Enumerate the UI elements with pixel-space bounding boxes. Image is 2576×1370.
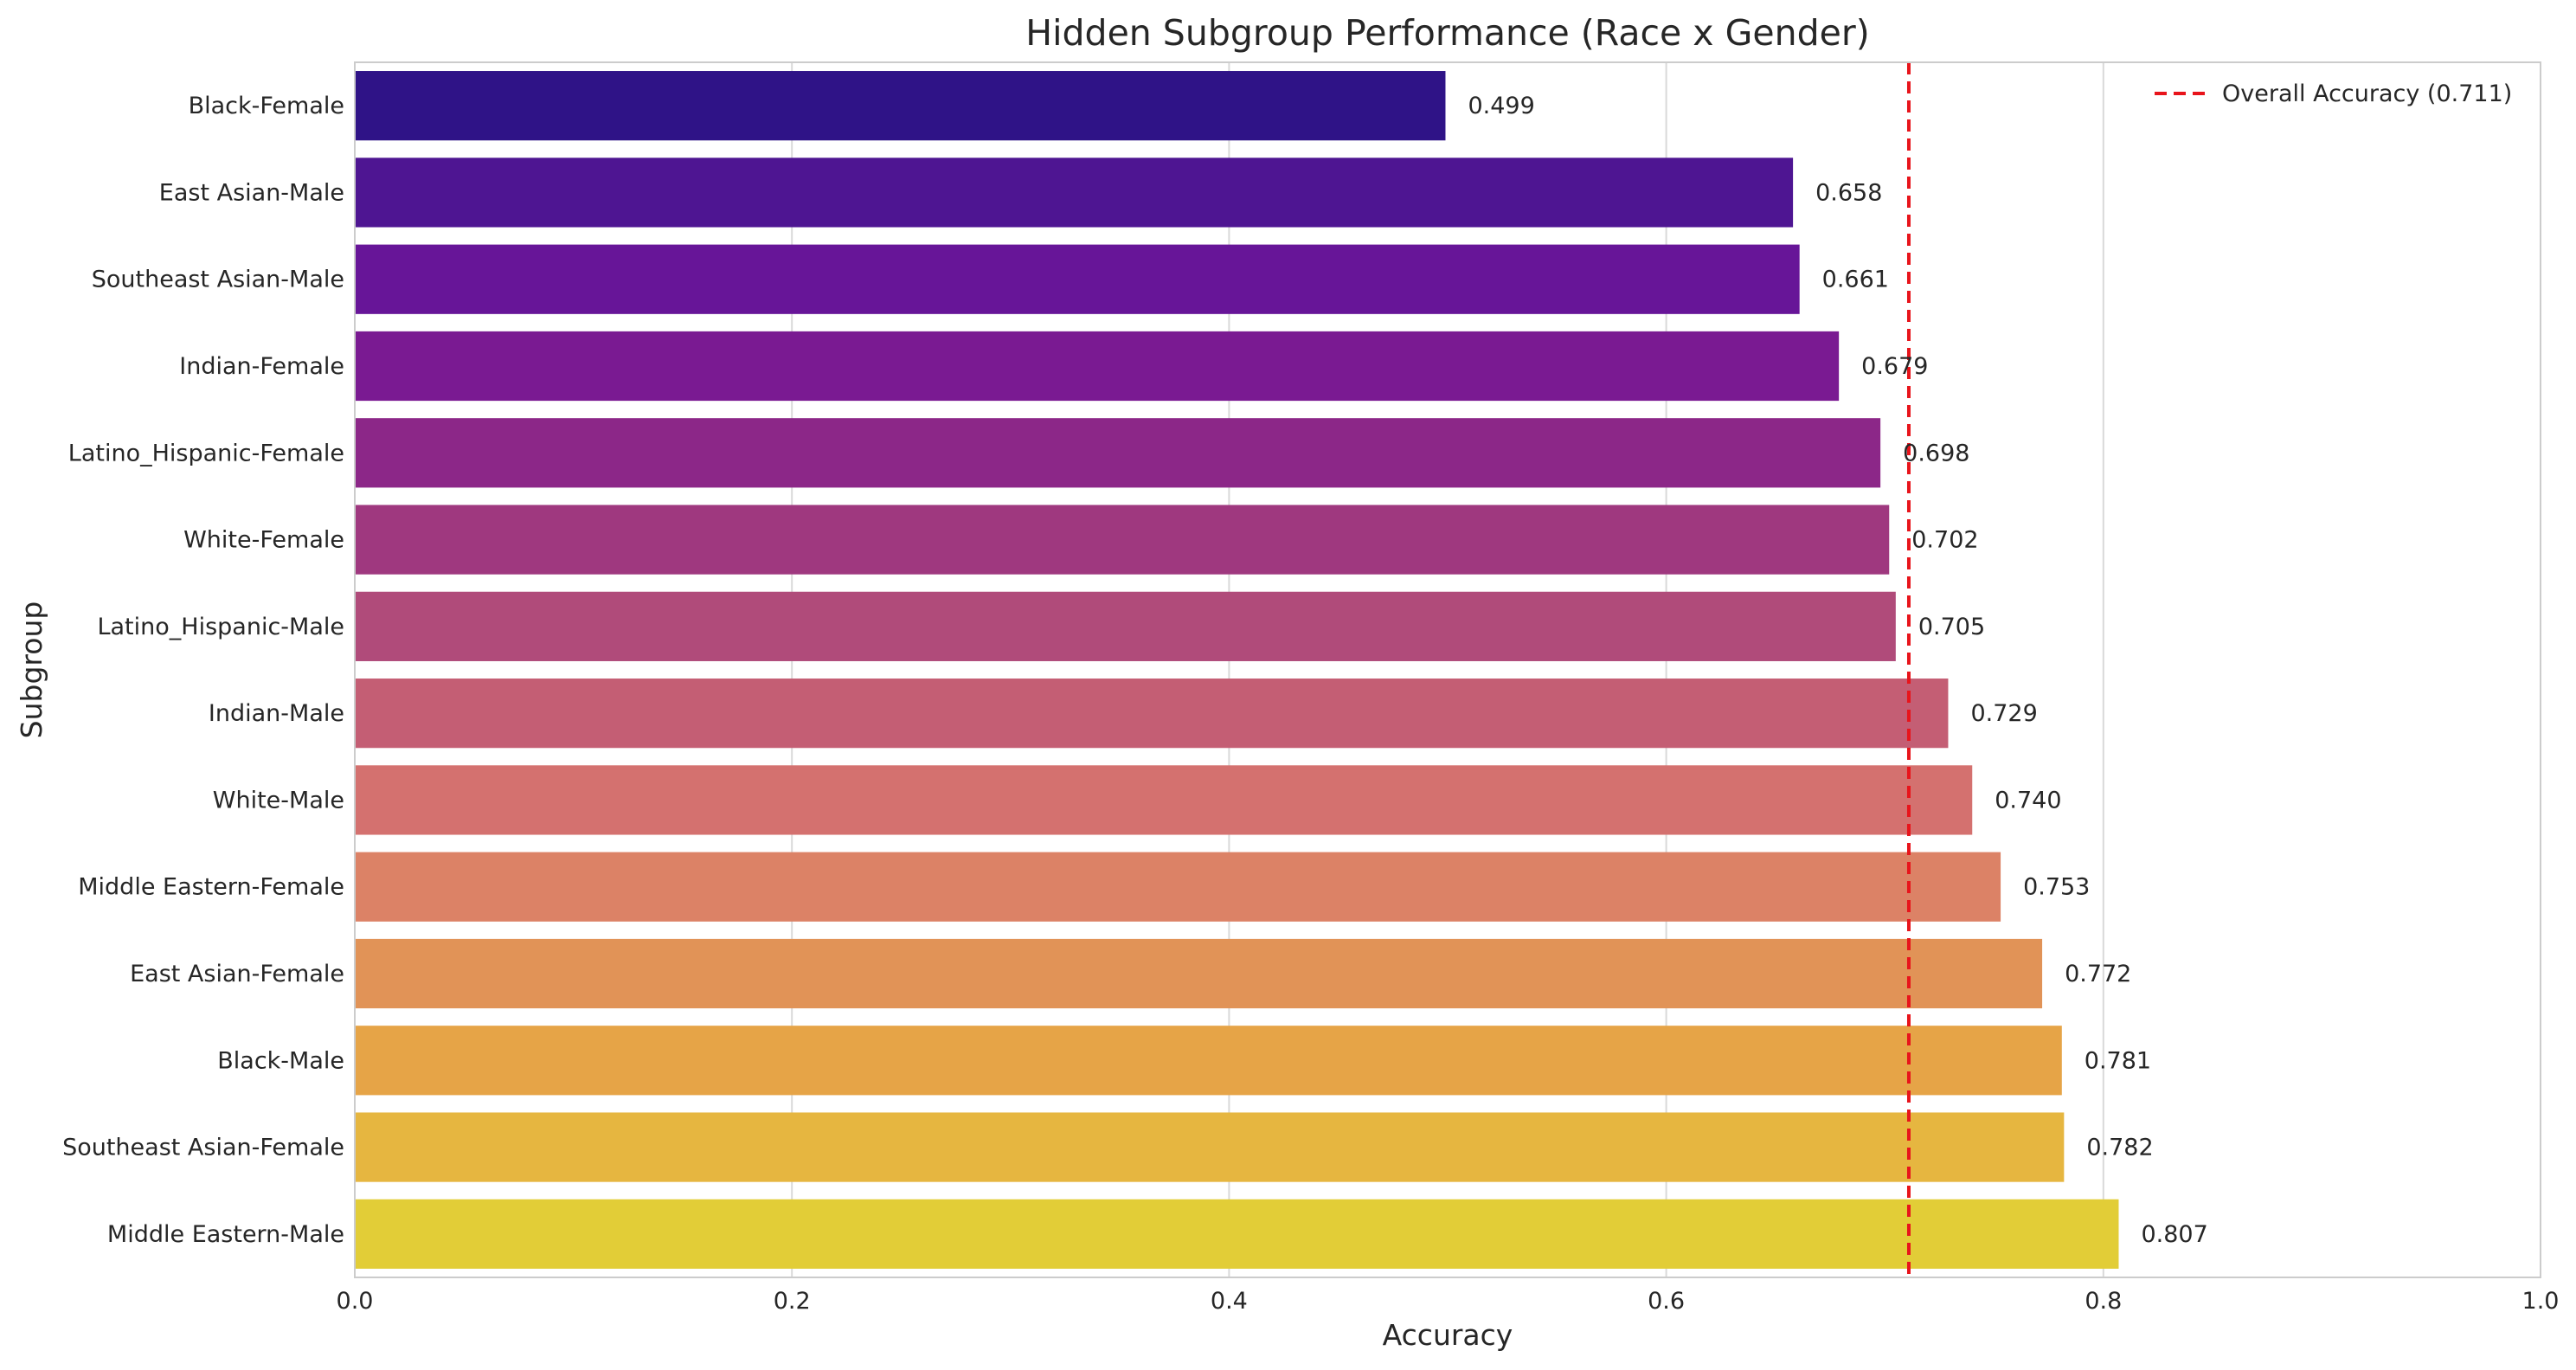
legend-label: Overall Accuracy (0.711): [2222, 80, 2512, 107]
x-tick-label: 0.2: [774, 1288, 811, 1315]
y-tick-label: Indian-Male: [209, 700, 344, 727]
x-tick-labels: 0.0 0.2 0.4 0.6 0.8 1.0: [337, 1288, 2560, 1315]
bar-value-label: 0.702: [1911, 527, 1978, 554]
bar: [355, 591, 1896, 661]
y-tick-label: Middle Eastern-Male: [107, 1221, 344, 1248]
y-tick-label: White-Male: [213, 787, 344, 814]
bar-value-label: 0.740: [1995, 787, 2061, 814]
bar: [355, 71, 1446, 141]
y-tick-label: Black-Male: [217, 1047, 344, 1074]
chart-title: Hidden Subgroup Performance (Race x Gend…: [1025, 12, 1869, 54]
y-axis-label: Subgroup: [15, 601, 48, 739]
bar: [355, 765, 1973, 835]
y-tick-label: East Asian-Male: [159, 179, 344, 206]
bar: [355, 331, 1840, 402]
x-tick-label: 0.6: [1648, 1288, 1685, 1315]
bar-value-label: 0.753: [2023, 874, 2090, 901]
bar-value-label: 0.781: [2085, 1047, 2151, 1074]
bar: [355, 158, 1794, 228]
bar-value-label: 0.705: [1918, 614, 1985, 640]
bars: [355, 71, 2119, 1269]
bar-value-label: 0.807: [2141, 1221, 2207, 1248]
bar: [355, 418, 1881, 488]
bar-value-label: 0.772: [2065, 961, 2131, 987]
bar: [355, 1112, 2065, 1182]
y-tick-label: Black-Female: [189, 93, 344, 119]
bar-value-label: 0.782: [2086, 1135, 2153, 1161]
bar: [355, 938, 2043, 1009]
x-tick-label: 0.8: [2085, 1288, 2122, 1315]
bar: [355, 852, 2001, 922]
bar: [355, 679, 1949, 749]
plot-frame: [354, 61, 2541, 1278]
bar-value-label: 0.729: [1970, 700, 2037, 727]
legend: Overall Accuracy (0.711): [2139, 71, 2532, 114]
y-tick-label: Latino_Hispanic-Female: [68, 440, 344, 466]
bar: [355, 244, 1800, 314]
bar: [355, 1026, 2062, 1096]
bar: [355, 1199, 2119, 1269]
y-tick-label: Indian-Female: [179, 353, 344, 380]
x-tick-label: 1.0: [2522, 1288, 2560, 1315]
x-tick-label: 0.4: [1211, 1288, 1248, 1315]
y-tick-label: Middle Eastern-Female: [78, 874, 344, 901]
bar: [355, 505, 1890, 575]
y-tick-label: Southeast Asian-Female: [62, 1135, 344, 1161]
y-tick-labels: Black-Female East Asian-Male Southeast Asi…: [62, 93, 344, 1248]
x-axis-label: Accuracy: [1383, 1318, 1513, 1352]
data-labels: 0.499 0.658 0.661 0.679 0.698 0.702 0.705 0.729…: [1468, 93, 2207, 1248]
y-tick-label: White-Female: [183, 527, 344, 554]
x-tick-label: 0.0: [337, 1288, 374, 1315]
bar-value-label: 0.661: [1822, 267, 1889, 293]
y-tick-label: Southeast Asian-Male: [92, 267, 344, 293]
bar-value-label: 0.499: [1468, 93, 1534, 119]
bar-value-label: 0.679: [1861, 353, 1928, 380]
bar-value-label: 0.658: [1815, 179, 1882, 206]
y-tick-label: Latino_Hispanic-Male: [97, 614, 344, 640]
bar-value-label: 0.698: [1903, 440, 1969, 466]
y-tick-label: East Asian-Female: [130, 961, 344, 987]
